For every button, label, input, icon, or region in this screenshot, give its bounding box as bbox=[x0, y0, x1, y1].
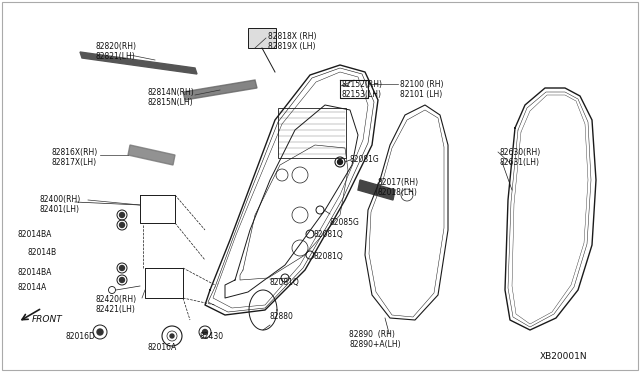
Text: 82401(LH): 82401(LH) bbox=[40, 205, 80, 214]
Text: 82014BA: 82014BA bbox=[18, 268, 52, 277]
Text: 82890+A(LH): 82890+A(LH) bbox=[349, 340, 401, 349]
Bar bbox=[248, 28, 276, 48]
Polygon shape bbox=[183, 80, 257, 100]
Circle shape bbox=[337, 160, 342, 164]
Text: 82421(LH): 82421(LH) bbox=[96, 305, 136, 314]
Circle shape bbox=[120, 222, 125, 228]
Text: 82400(RH): 82400(RH) bbox=[40, 195, 81, 204]
Text: 82630(RH): 82630(RH) bbox=[500, 148, 541, 157]
Text: 82817X(LH): 82817X(LH) bbox=[52, 158, 97, 167]
Text: 82101 (LH): 82101 (LH) bbox=[400, 90, 442, 99]
Text: 82081G: 82081G bbox=[350, 155, 380, 164]
Text: 82152(RH): 82152(RH) bbox=[342, 80, 383, 89]
Text: 82018(LH): 82018(LH) bbox=[378, 188, 418, 197]
Text: 82819X (LH): 82819X (LH) bbox=[268, 42, 316, 51]
Text: 82153(LH): 82153(LH) bbox=[342, 90, 382, 99]
Text: 82017(RH): 82017(RH) bbox=[378, 178, 419, 187]
Polygon shape bbox=[358, 180, 395, 200]
Circle shape bbox=[170, 334, 174, 338]
Bar bbox=[278, 108, 346, 158]
Text: 82880: 82880 bbox=[270, 312, 294, 321]
Text: 82014B: 82014B bbox=[28, 248, 57, 257]
Text: 82081Q: 82081Q bbox=[313, 230, 343, 239]
Circle shape bbox=[120, 278, 125, 282]
Text: FRONT: FRONT bbox=[32, 315, 63, 324]
Text: 82818X (RH): 82818X (RH) bbox=[268, 32, 317, 41]
Text: 82890  (RH): 82890 (RH) bbox=[349, 330, 395, 339]
Text: 82085G: 82085G bbox=[330, 218, 360, 227]
Text: 82100 (RH): 82100 (RH) bbox=[400, 80, 444, 89]
Text: 82014BA: 82014BA bbox=[18, 230, 52, 239]
Text: 82816X(RH): 82816X(RH) bbox=[52, 148, 99, 157]
Circle shape bbox=[202, 330, 207, 334]
Text: 82631(LH): 82631(LH) bbox=[500, 158, 540, 167]
Circle shape bbox=[120, 212, 125, 218]
Text: 82016A: 82016A bbox=[148, 343, 177, 352]
Text: 82821(LH): 82821(LH) bbox=[95, 52, 135, 61]
Text: 82814N(RH): 82814N(RH) bbox=[148, 88, 195, 97]
Text: 82081Q: 82081Q bbox=[270, 278, 300, 287]
Text: 82014A: 82014A bbox=[18, 283, 47, 292]
Text: 82820(RH): 82820(RH) bbox=[95, 42, 136, 51]
Text: 82430: 82430 bbox=[200, 332, 224, 341]
Text: 82081Q: 82081Q bbox=[313, 252, 343, 261]
Text: XB20001N: XB20001N bbox=[540, 352, 588, 361]
Polygon shape bbox=[128, 145, 175, 165]
Text: 82420(RH): 82420(RH) bbox=[96, 295, 137, 304]
Text: 82016D: 82016D bbox=[65, 332, 95, 341]
Circle shape bbox=[97, 329, 103, 335]
Circle shape bbox=[120, 266, 125, 270]
Text: 82815N(LH): 82815N(LH) bbox=[148, 98, 194, 107]
Polygon shape bbox=[80, 52, 197, 74]
